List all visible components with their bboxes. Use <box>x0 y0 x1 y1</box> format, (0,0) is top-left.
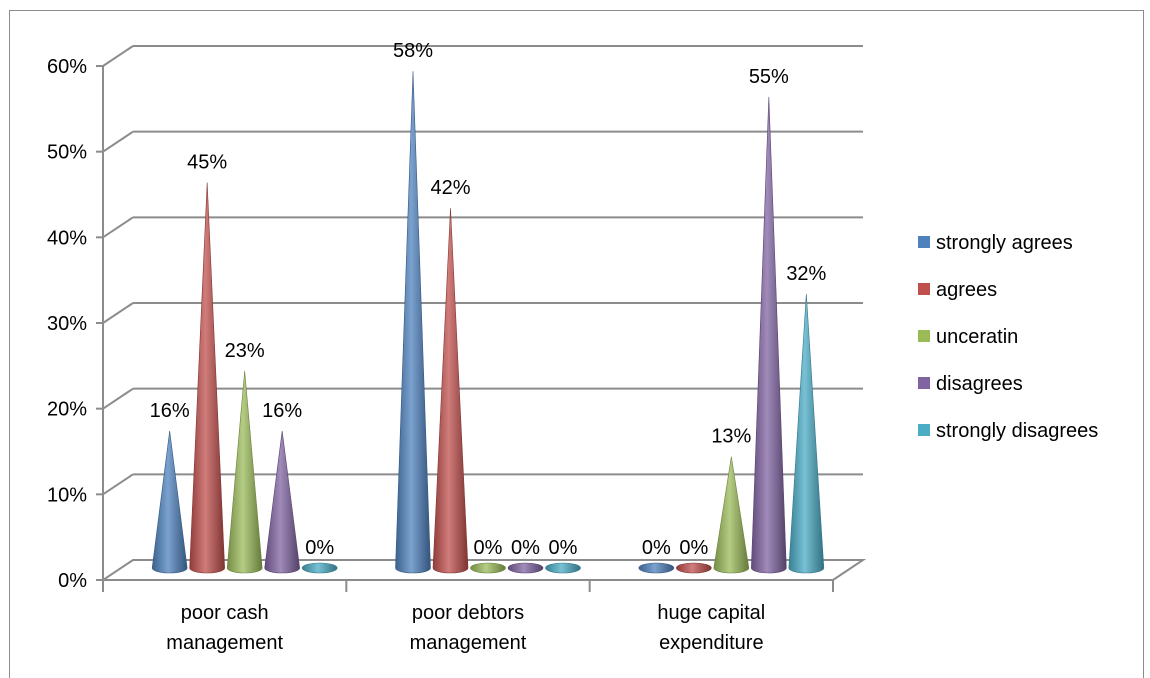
y-tick-label: 0% <box>58 570 87 592</box>
gridline-side <box>102 45 134 67</box>
cone-base <box>545 562 581 574</box>
gridline-side <box>102 387 134 410</box>
data-label: 16% <box>150 400 190 422</box>
data-label: 58% <box>393 40 433 62</box>
cone <box>151 430 188 574</box>
data-label: 0% <box>305 537 334 559</box>
category-label: poor cash management <box>166 602 283 654</box>
data-label: 23% <box>225 340 265 362</box>
data-label: 0% <box>511 537 540 559</box>
data-label: 55% <box>749 66 789 88</box>
cone <box>713 456 750 574</box>
y-tick-label: 60% <box>47 56 87 78</box>
data-label: 13% <box>711 426 751 448</box>
cone-base <box>638 562 675 574</box>
cone <box>751 96 787 574</box>
cone <box>788 293 825 574</box>
gridline-side <box>102 302 134 324</box>
data-label: 0% <box>642 537 671 559</box>
y-tick-label: 40% <box>47 227 87 249</box>
cone <box>432 208 469 574</box>
legend-entry: strongly disagrees <box>936 420 1098 442</box>
cone <box>189 182 225 574</box>
category-label: poor debtors management <box>410 602 527 654</box>
category-label: huge capital expenditure <box>657 602 765 654</box>
legend-swatch <box>918 424 930 436</box>
y-tick-label: 20% <box>47 399 87 421</box>
cone <box>226 370 263 574</box>
data-label: 0% <box>679 537 708 559</box>
legend-swatch <box>918 283 930 295</box>
legend-entry: strongly agrees <box>936 232 1073 254</box>
cone-series <box>151 71 825 574</box>
legend-swatch <box>918 330 930 342</box>
legend-entry: disagrees <box>936 373 1023 395</box>
data-label: 0% <box>549 537 578 559</box>
gridline-side <box>102 473 134 496</box>
data-label: 42% <box>430 177 470 199</box>
gridline-side <box>102 216 134 239</box>
data-label: 16% <box>262 400 302 422</box>
x-axis: poor cash management poor debtors managemen… <box>102 580 834 654</box>
y-axis: 0% 10% 20% 30% 40% 50% 60% <box>47 56 103 592</box>
chart-frame <box>9 10 1144 678</box>
data-label: 45% <box>187 152 227 174</box>
gridline-side <box>102 130 134 153</box>
gridlines <box>102 45 863 496</box>
y-tick-label: 30% <box>47 313 87 335</box>
data-label: 32% <box>786 263 826 285</box>
legend-entry: unceratin <box>936 326 1018 348</box>
legend-swatch <box>918 236 930 248</box>
legend-swatch <box>918 377 930 389</box>
y-tick-label: 50% <box>47 142 87 164</box>
legend: strongly agrees agrees unceratin disagrees s… <box>918 232 1098 442</box>
data-labels: 16% 45% 23% 16% 0% 58% 42% 0% 0% 0% 0% 0% 13% 55% 32% <box>150 40 827 559</box>
legend-entry: agrees <box>936 279 997 301</box>
cone-base <box>470 562 506 574</box>
cone <box>395 71 431 574</box>
cone-base <box>507 562 544 574</box>
data-label: 0% <box>474 537 503 559</box>
cone-base <box>301 562 338 574</box>
y-tick-label: 10% <box>47 484 87 506</box>
cone <box>264 430 300 574</box>
cone-base <box>676 562 712 574</box>
